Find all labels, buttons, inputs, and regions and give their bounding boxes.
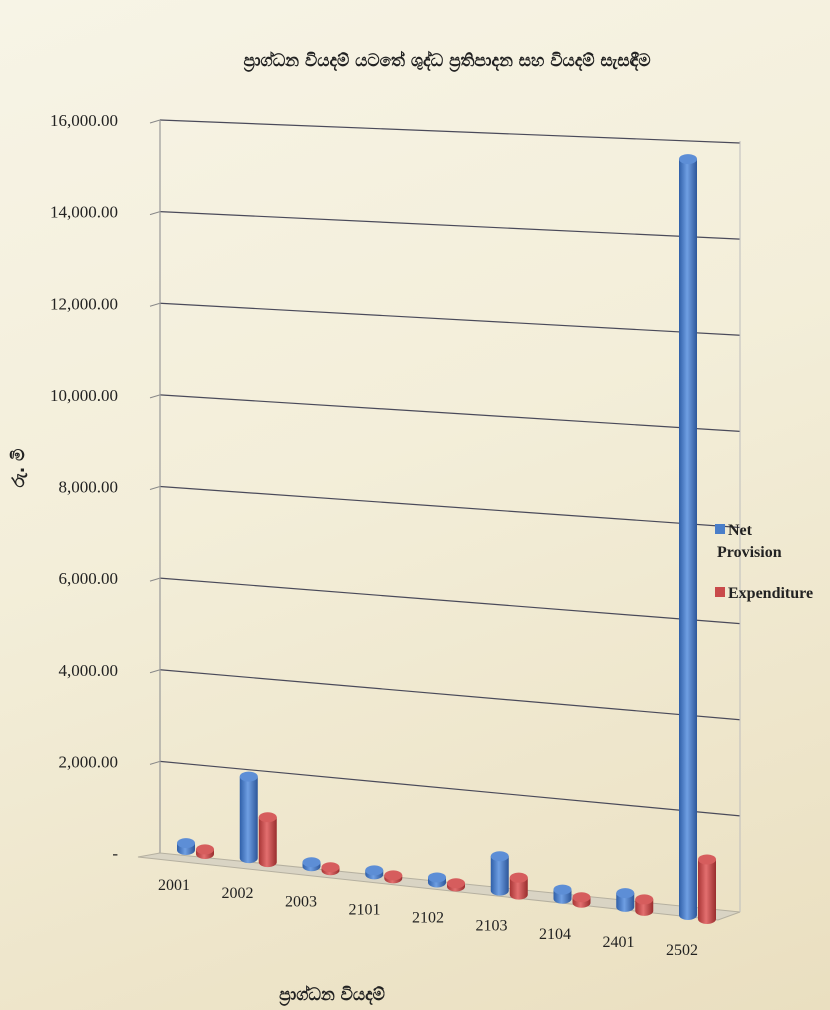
- grid-line: [159, 577, 741, 625]
- x-tick-label: 2104: [539, 926, 571, 943]
- y-tick-label: 8,000.00: [59, 478, 119, 497]
- bar-expenditure-top: [196, 844, 214, 855]
- x-axis-title: ප්‍රාග්ධන වියදම්: [279, 984, 385, 1006]
- grid-lines: [149, 119, 741, 857]
- x-tick-label: 2101: [349, 901, 381, 918]
- bar-expenditure: [572, 892, 591, 908]
- bar-net-provision-top: [239, 771, 258, 782]
- y-tick-mark: [149, 669, 161, 674]
- grid-line: [159, 119, 741, 144]
- bar-net-provision-top: [302, 857, 321, 868]
- grid-line: [159, 394, 741, 432]
- bar-expenditure-top: [509, 872, 528, 883]
- axes: [137, 120, 741, 921]
- y-tick-mark: [149, 302, 161, 307]
- bar-net-provision-body: [616, 893, 635, 912]
- bar-expenditure-top: [572, 892, 591, 903]
- grid-line: [159, 669, 741, 721]
- legend-line-provision: Provision: [717, 544, 782, 561]
- x-tick-label: 2102: [412, 910, 444, 927]
- bar-net-provision-top: [679, 154, 697, 165]
- y-tick-mark: [149, 394, 161, 399]
- y-tick-mark: [149, 119, 161, 124]
- x-tick-label: 2001: [158, 877, 190, 894]
- bar-expenditure: [384, 870, 403, 884]
- y-tick-label: 16,000.00: [50, 111, 118, 130]
- grid-line: [159, 302, 741, 336]
- bar-expenditure: [698, 854, 716, 924]
- bar-net-provision: [553, 884, 572, 904]
- y-tick-labels: - 2,000.00 4,000.00 6,000.00 8,000.00 10,000.…: [50, 111, 118, 863]
- bar-expenditure-body: [698, 859, 716, 924]
- y-tick-label: 10,000.00: [50, 386, 118, 405]
- bar-net-provision: [428, 872, 446, 888]
- grid-line: [159, 485, 741, 529]
- x-tick-label: 2502: [666, 942, 698, 959]
- bar-expenditure-top: [258, 812, 277, 823]
- bar-net-provision: [239, 771, 258, 864]
- bar-net-provision: [490, 851, 509, 896]
- bar-net-provision-top: [365, 865, 384, 876]
- x-tick-label: 2003: [285, 893, 317, 910]
- bars: [177, 154, 716, 924]
- bar-net-provision: [616, 888, 635, 912]
- y-tick-label: 2,000.00: [59, 752, 119, 771]
- category-labels: 2001 2002 2003 2101 2102 2103 2104 2401 2502: [158, 877, 698, 959]
- bar-net-provision-top: [553, 884, 572, 895]
- bar-expenditure-top: [321, 862, 340, 873]
- bar-expenditure: [509, 872, 528, 900]
- y-tick-mark: [149, 760, 161, 765]
- bar-net-provision-top: [490, 851, 509, 862]
- y-tick-label: 14,000.00: [50, 203, 118, 222]
- y-axis-title: රු. මි: [9, 449, 29, 488]
- bar-expenditure-top: [447, 878, 465, 889]
- y-tick-mark: [149, 486, 161, 490]
- x-tick-label: 2401: [603, 934, 635, 951]
- y-tick-mark: [149, 577, 161, 582]
- bar-net-provision-top: [428, 872, 446, 883]
- legend-swatch-expenditure: [715, 587, 725, 597]
- grid-line: [159, 760, 741, 817]
- bar-expenditure-body: [509, 877, 528, 900]
- bar-net-provision-body: [490, 856, 509, 896]
- x-tick-label: 2103: [476, 918, 508, 935]
- bar-net-provision: [679, 154, 697, 920]
- bar-net-provision-top: [616, 888, 635, 899]
- bar-expenditure: [635, 894, 654, 916]
- y-tick-label: -: [112, 844, 118, 863]
- bar-net-provision: [365, 865, 384, 880]
- legend-line-net: Net: [728, 522, 753, 539]
- bar-net-provision: [302, 857, 321, 872]
- chart-title: ප්‍රාග්ධන වියදම් යටතේ ශුද්ධ ප්‍රතිපාදන ස…: [243, 50, 651, 72]
- x-tick-label: 2002: [222, 885, 254, 902]
- y-tick-label: 6,000.00: [59, 569, 119, 588]
- bar-net-provision-body: [239, 776, 258, 864]
- legend-label-expenditure: Expenditure: [728, 585, 813, 602]
- bar-expenditure: [258, 812, 277, 868]
- y-tick-label: 12,000.00: [50, 294, 118, 313]
- bar-expenditure: [321, 862, 340, 876]
- bar-net-provision: [177, 838, 195, 855]
- bar-expenditure-top: [698, 854, 716, 865]
- bar-expenditure-top: [635, 894, 654, 905]
- y-tick-label: 4,000.00: [59, 661, 119, 680]
- grid-line: [159, 211, 741, 240]
- bar-expenditure: [196, 844, 214, 859]
- legend-swatch-net-provision: [715, 524, 725, 534]
- bar-expenditure-top: [384, 870, 403, 881]
- bar-expenditure-body: [258, 817, 277, 868]
- legend-label-net-provision: Net Provision: [717, 522, 782, 561]
- bar-net-provision-top: [177, 838, 195, 849]
- legend: Net Provision Expenditure: [715, 522, 813, 602]
- bar-net-provision-body: [679, 159, 697, 920]
- y-tick-mark: [149, 211, 161, 216]
- bar-expenditure: [447, 878, 465, 892]
